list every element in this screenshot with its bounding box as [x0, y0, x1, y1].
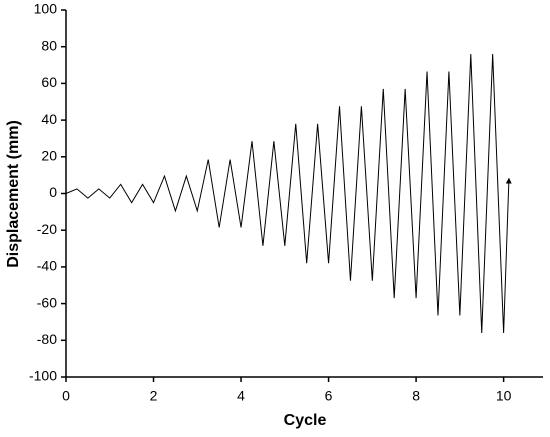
y-tick-label: 40: [41, 111, 57, 127]
x-axis-title: Cycle: [284, 412, 327, 429]
y-tick-label: -80: [37, 331, 57, 347]
y-tick-label: 100: [34, 1, 58, 17]
y-tick-label: -40: [37, 258, 57, 274]
x-tick-label: 10: [496, 388, 512, 404]
x-tick-label: 6: [325, 388, 333, 404]
y-tick-label: -100: [29, 368, 57, 384]
displacement-line: [65, 54, 512, 333]
y-tick-label: 20: [41, 148, 57, 164]
y-tick-label: 80: [41, 37, 57, 53]
y-axis-title: Displacement (mm): [5, 120, 22, 268]
x-tick-label: 8: [412, 388, 420, 404]
y-tick-label: 0: [49, 184, 57, 200]
y-tick-label: 60: [41, 74, 57, 90]
x-tick-label: 0: [62, 388, 70, 404]
y-tick-label: -20: [37, 221, 57, 237]
x-tick-label: 4: [237, 388, 245, 404]
x-tick-label: 2: [150, 388, 158, 404]
y-tick-label: -60: [37, 294, 57, 310]
